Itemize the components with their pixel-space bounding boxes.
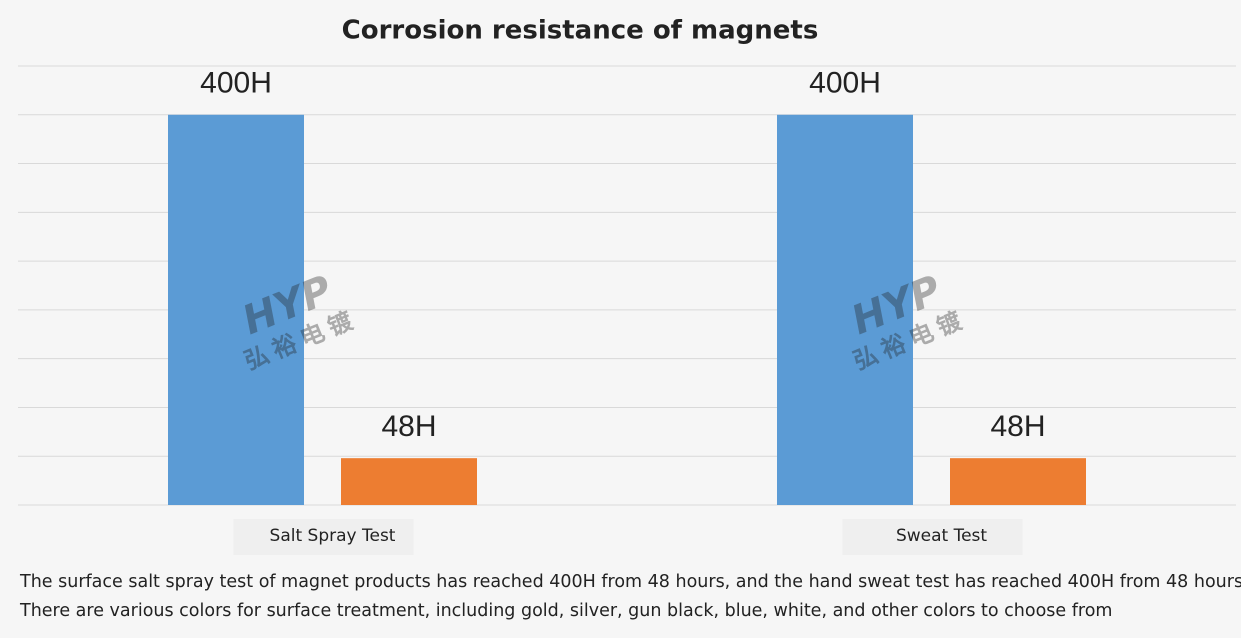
chart-title: Corrosion resistance of magnets bbox=[342, 16, 819, 46]
bar bbox=[341, 458, 477, 505]
value-label: 400H bbox=[200, 67, 272, 100]
value-label: 48H bbox=[990, 410, 1045, 443]
x-label-box bbox=[233, 519, 414, 555]
x-label-box bbox=[842, 519, 1023, 555]
value-label: 48H bbox=[381, 410, 436, 443]
caption-line: There are various colors for surface tre… bbox=[19, 601, 1112, 621]
x-tick-label: Salt Spray Test bbox=[270, 526, 396, 546]
value-label: 400H bbox=[809, 67, 881, 100]
bar bbox=[168, 114, 304, 506]
caption-line: The surface salt spray test of magnet pr… bbox=[19, 572, 1241, 592]
bar bbox=[950, 458, 1086, 505]
bar bbox=[777, 114, 913, 506]
x-tick-label: Sweat Test bbox=[896, 526, 987, 546]
